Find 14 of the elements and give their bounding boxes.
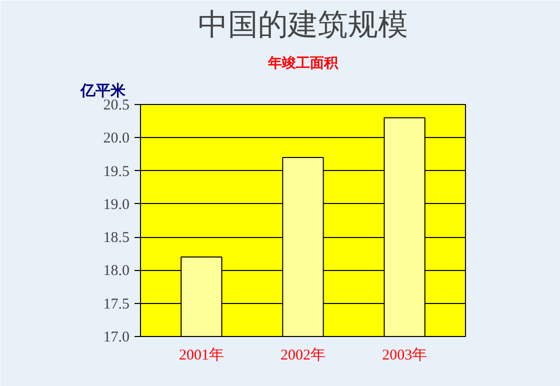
y-tick-label: 20.0 (103, 130, 130, 147)
x-tick-label: 2002年 (280, 346, 326, 364)
chart-subtitle: 年竣工面积 (267, 54, 339, 70)
x-tick-label: 2003年 (382, 346, 428, 364)
y-tick-label: 17.5 (103, 296, 130, 312)
y-tick-label: 17.0 (103, 330, 130, 346)
chart-title: 中国的建筑规模 (198, 8, 408, 42)
y-tick-label: 19.0 (103, 196, 130, 213)
y-tick-label: 18.5 (103, 230, 130, 246)
y-tick-label: 20.5 (103, 98, 130, 114)
x-tick-label: 2001年 (178, 346, 224, 364)
y-tick-label: 19.5 (103, 164, 130, 180)
y-tick-label: 18.0 (103, 263, 130, 280)
y-axis-title: 亿平米 (80, 82, 126, 100)
